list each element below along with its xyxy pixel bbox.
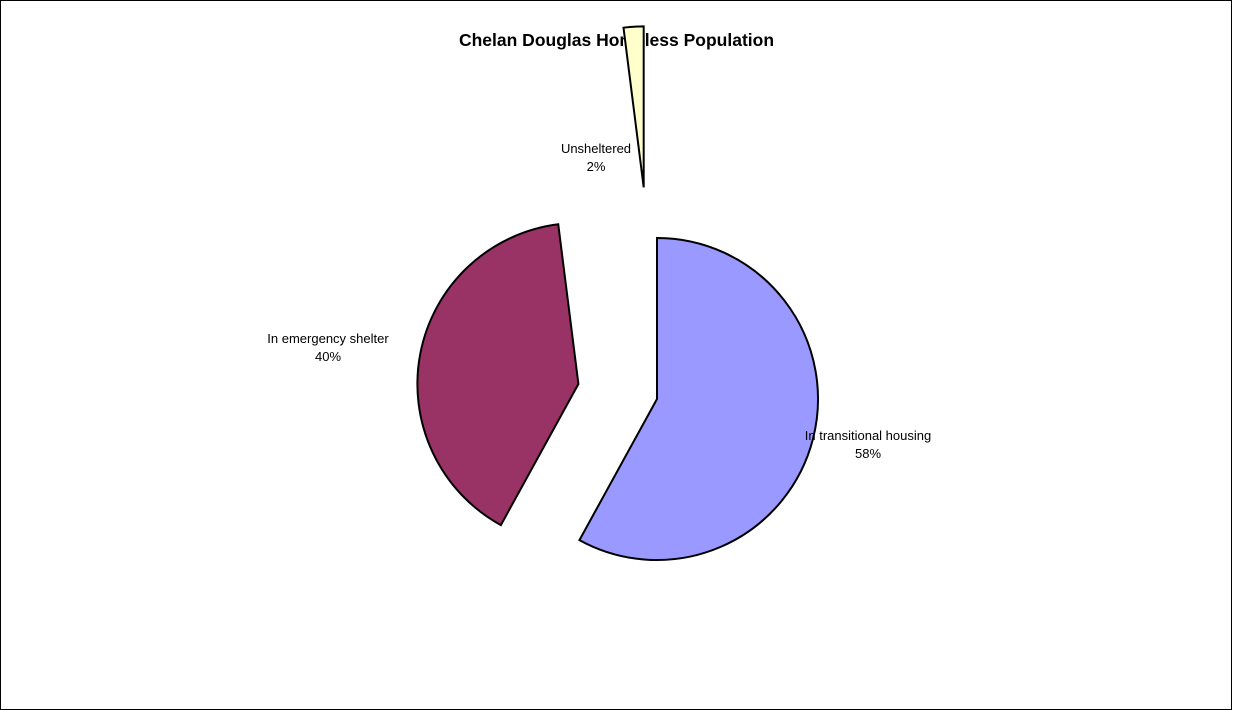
pie-labels: In transitional housing 58% In emergency s…	[267, 141, 931, 461]
slice-label: In transitional housing	[805, 428, 931, 443]
pie-slice-unsheltered	[622, 25, 645, 188]
pie-slice-in-emergency-shelter	[416, 223, 580, 527]
chart-title: Chelan Douglas Homeless Population	[458, 30, 775, 50]
slice-percent-label: 2%	[587, 159, 606, 174]
pie-slice-in-transitional-housing	[578, 236, 819, 561]
pie-slices	[416, 25, 819, 561]
slice-label: Unsheltered	[561, 141, 631, 156]
slice-percent-label: 58%	[855, 446, 881, 461]
slice-percent-label: 40%	[315, 349, 341, 364]
slice-label: In emergency shelter	[267, 331, 389, 346]
